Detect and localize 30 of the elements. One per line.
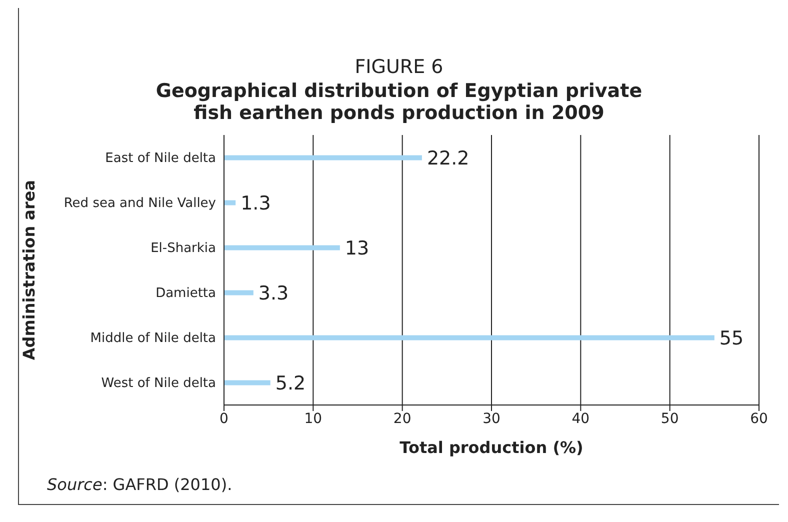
data-label: 22.2 [426,147,470,170]
bar [224,335,714,340]
bar [224,200,236,206]
data-label: 3.3 [258,282,289,304]
data-label: 5.2 [275,372,306,394]
x-tick-label: 60 [750,410,768,427]
y-tick-label: Middle of Nile delta [90,331,216,346]
bar [224,290,254,296]
y-tick-label: East of Nile delta [105,151,216,166]
data-label: 55 [719,327,744,350]
x-tick-label: 20 [393,410,412,427]
source-note: Source: GAFRD (2010). [47,475,232,494]
chart-title: FIGURE 6 [354,56,444,78]
y-axis-title: Administration area [20,180,39,360]
chart-subtitle: Geographical distribution of Egyptian private fish earthen ponds production in 2009 [154,80,644,124]
x-tick-label: 40 [572,410,590,427]
bar [224,380,270,386]
bar [224,245,340,250]
x-tick-label: 0 [220,410,228,427]
y-tick-label: Damietta [156,286,216,302]
data-label: 1.3 [240,192,271,214]
x-axis-title: Total production (%) [400,438,584,457]
y-tick-label: Red sea and Nile Valley [64,196,216,212]
x-tick-label: 10 [304,410,322,427]
y-tick-label: West of Nile delta [101,376,216,392]
bar [224,155,422,160]
x-tick-label: 50 [660,410,679,427]
y-tick-label: El-Sharkia [150,241,216,256]
x-tick-label: 30 [482,410,500,427]
data-label: 13 [344,237,370,260]
